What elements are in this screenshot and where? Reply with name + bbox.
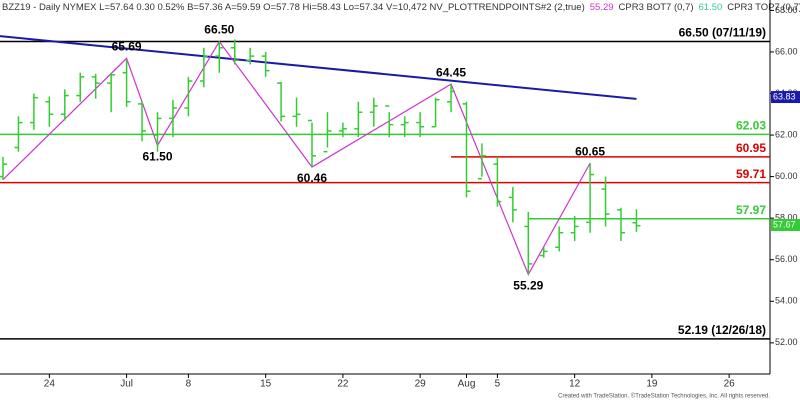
x-tick-label: 8 [186, 379, 192, 390]
y-tick-label: 66.00 [775, 46, 798, 56]
level-label: 57.97 [736, 203, 766, 217]
level-label: 60.95 [736, 141, 766, 155]
footer: Created with TradeStation. ©TradeStation… [558, 393, 770, 400]
header-item: 55.29 [590, 2, 614, 13]
header: BZZ19 - Daily NYMEX L=57.64 0.30 0.52% B… [2, 2, 800, 13]
level-label: 52.19 (12/26/18) [678, 323, 766, 337]
pivot-label: 55.29 [513, 279, 543, 293]
pivot-label: 60.46 [297, 171, 327, 185]
trend-line [0, 35, 637, 100]
x-tick-label: Jul [120, 379, 133, 390]
pivot-label: 61.50 [142, 150, 172, 164]
price-box-label: 57.67 [773, 219, 796, 229]
x-tick-label: 19 [646, 379, 658, 390]
price-box [771, 91, 800, 104]
pivot-label: 66.50 [204, 23, 234, 37]
y-tick-label: 54.00 [775, 296, 798, 306]
x-tick-label: 12 [569, 379, 581, 390]
price-box [771, 219, 800, 232]
y-tick-label: 62.00 [775, 129, 798, 139]
pivot-label: 65.69 [112, 40, 142, 54]
pivot-label: 64.45 [436, 65, 466, 79]
y-tick-label: 52.00 [775, 337, 798, 347]
x-tick-label: Aug [458, 379, 476, 390]
x-tick-label: 24 [44, 379, 56, 390]
pivot-label: 60.65 [575, 144, 605, 158]
x-tick-label: 22 [337, 379, 349, 390]
x-tick-label: 5 [495, 379, 501, 390]
y-tick-label: 60.00 [775, 171, 798, 181]
header-item: 61.50 [699, 2, 723, 13]
header-item: CPR3 BOT7 (0,7) [619, 2, 694, 13]
y-tick-label: 58.00 [775, 213, 798, 223]
y-tick-label: 68.00 [775, 5, 798, 15]
level-label: 59.71 [736, 167, 766, 181]
x-tick-label: 26 [724, 379, 736, 390]
level-label: 62.03 [736, 119, 766, 133]
pivot-line [2, 40, 591, 276]
level-label: 66.50 (07/11/19) [679, 26, 766, 40]
x-tick-label: 15 [260, 379, 272, 390]
y-tick-label: 56.00 [775, 254, 798, 264]
header-item: BZZ19 - Daily NYMEX L=57.64 0.30 0.52% B… [2, 2, 585, 13]
header-item: CPR3 TOP7 (0,7) [727, 2, 800, 13]
x-tick-label: 29 [415, 379, 427, 390]
price-box-label: 63.83 [773, 91, 796, 101]
